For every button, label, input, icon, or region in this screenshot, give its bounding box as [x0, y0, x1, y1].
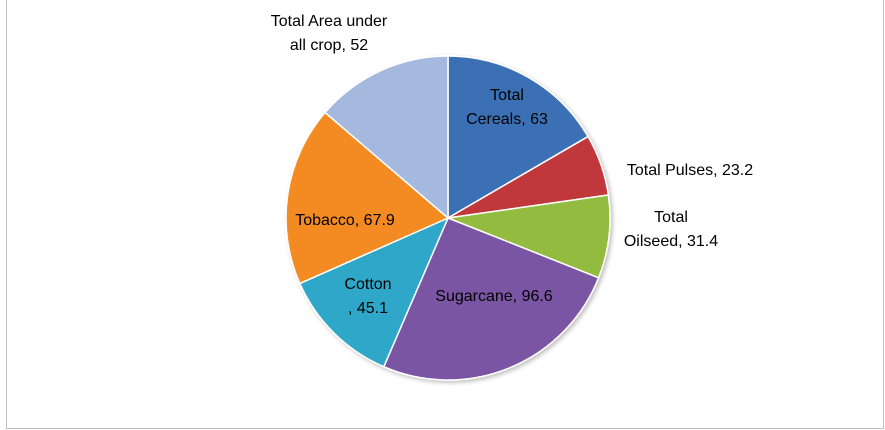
data-label-line: Total: [490, 87, 524, 104]
data-label-line: Oilseed, 31.4: [624, 233, 718, 250]
pie-slice-cotton: [298, 216, 450, 368]
data-label-line: Cotton: [344, 276, 391, 293]
data-label-total-cereals: Total Cereals, 63: [466, 87, 548, 128]
data-label-total-area-under-all-crop: Total Area under all crop, 52: [271, 13, 388, 54]
data-label-tobacco: Tobacco, 67.9: [295, 212, 395, 229]
data-label-line: Sugarcane, 96.6: [435, 288, 553, 305]
data-label-line: Cereals, 63: [466, 111, 548, 128]
data-label-line: Total: [654, 209, 688, 226]
data-label-line: , 45.1: [348, 300, 388, 317]
pie-slice-total-area-under-all-crop: [324, 55, 449, 220]
data-label-total-oilseed: Total Oilseed, 31.4: [624, 209, 718, 250]
pie-slice-total-cereals: [447, 55, 590, 220]
data-label-cotton: Cotton , 45.1: [344, 276, 391, 317]
pie-slice-sugarcane: [382, 217, 600, 381]
data-label-line: Total Pulses, 23.2: [627, 162, 753, 179]
data-label-line: Tobacco, 67.9: [295, 212, 395, 229]
data-label-total-pulses: Total Pulses, 23.2: [627, 162, 753, 179]
pie-slice-tobacco: [285, 111, 450, 285]
data-label-sugarcane: Sugarcane, 96.6: [435, 288, 553, 305]
data-label-line: Total Area under: [271, 13, 388, 30]
data-label-line: all crop, 52: [290, 37, 368, 54]
